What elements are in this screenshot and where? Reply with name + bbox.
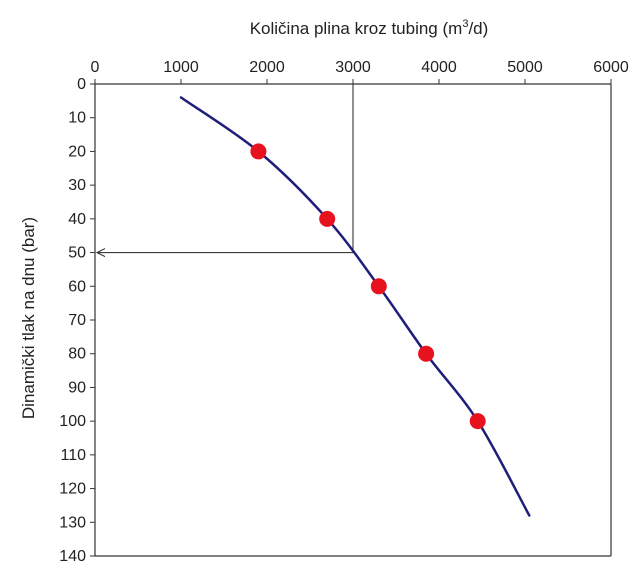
chart-title-end: /d): [468, 19, 488, 38]
chart-title-superscript: 3: [462, 18, 468, 30]
x-tick-label: 4000: [421, 59, 457, 76]
y-tick-label: 20: [68, 143, 86, 160]
y-tick-label: 0: [77, 76, 86, 93]
chart-title-main: Količina plina kroz tubing (m: [250, 19, 463, 38]
x-axis-ticks: 0 1000 2000 3000 4000 5000 6000: [91, 59, 629, 84]
data-point: [370, 278, 387, 295]
y-axis-ticks: 0 10 20 30 40 50 60 70 80 90 100 110 120 130 140: [59, 76, 95, 565]
y-tick-label: 80: [68, 346, 86, 363]
y-tick-label: 120: [59, 481, 86, 498]
y-tick-label: 50: [68, 245, 86, 262]
y-tick-label: 100: [59, 413, 86, 430]
y-tick-label: 60: [68, 278, 86, 295]
chart-title: Količina plina kroz tubing (m3/d): [250, 18, 489, 38]
y-tick-label: 90: [68, 379, 86, 396]
series-line: [179, 96, 531, 517]
y-tick-label: 110: [60, 447, 86, 464]
x-tick-label: 5000: [507, 59, 543, 76]
data-point: [469, 413, 486, 430]
x-tick-label: 6000: [593, 59, 629, 76]
y-tick-label: 40: [68, 211, 86, 228]
data-markers: [250, 143, 486, 430]
data-point: [319, 210, 336, 227]
data-point: [418, 345, 435, 362]
x-tick-label: 1000: [163, 59, 199, 76]
y-tick-label: 70: [68, 312, 86, 329]
y-tick-label: 130: [59, 514, 86, 531]
guide-lines: [95, 84, 354, 258]
y-axis-label: Dinamički tlak na dnu (bar): [19, 217, 38, 419]
y-tick-label: 140: [59, 548, 86, 565]
y-tick-label: 10: [68, 110, 86, 127]
data-point: [250, 143, 267, 160]
y-tick-label: 30: [68, 177, 86, 194]
svg-text:Količina plina kroz tubing (m3: Količina plina kroz tubing (m3/d): [250, 18, 489, 38]
x-tick-label: 2000: [249, 59, 285, 76]
guide-arrowhead: [95, 248, 106, 258]
x-tick-label: 3000: [335, 59, 371, 76]
data-series: [179, 96, 531, 517]
x-tick-label: 0: [91, 59, 100, 76]
